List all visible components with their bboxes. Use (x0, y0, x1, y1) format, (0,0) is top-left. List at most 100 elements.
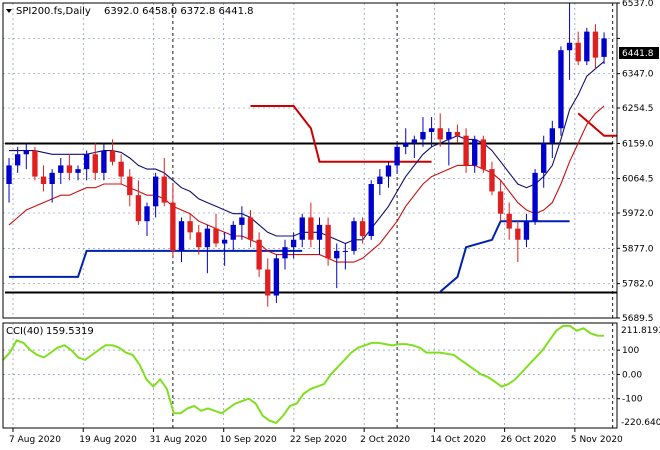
candle-body-54 (472, 139, 478, 166)
date-tick-label-6: 14 Oct 2020 (430, 435, 486, 445)
candle-body-35 (308, 217, 314, 240)
candle-body-67 (584, 31, 590, 62)
candle-58 (506, 202, 512, 240)
candle-26 (230, 221, 236, 251)
candle-1 (14, 146, 21, 173)
price-axis: 6537.0 6347.0 6254.5 6159.0 6064.5 5972.0 5877… (617, 0, 654, 324)
candle-body-44 (385, 165, 392, 177)
candle-33 (290, 232, 297, 259)
horizontal-levels (5, 142, 617, 294)
candle-10 (92, 143, 98, 181)
price-tick-label-7: 5877.0 (622, 244, 654, 254)
price-tick-label-6: 5972.0 (622, 209, 654, 219)
candle-20 (178, 217, 185, 263)
candle-67 (584, 27, 590, 66)
candle-body-56 (489, 169, 495, 192)
ohlc-header: 6392.0 6458.0 6372.8 6441.8 (104, 6, 254, 17)
candle-4 (40, 165, 47, 192)
candle-body-8 (75, 169, 81, 173)
candle-body-7 (66, 165, 73, 173)
support-step-line-1 (439, 220, 570, 293)
candle-body-0 (6, 165, 12, 185)
candle-body-2 (23, 150, 29, 155)
candle-12 (109, 139, 116, 166)
candle-46 (403, 128, 409, 155)
date-tick-label-7: 26 Oct 2020 (501, 435, 557, 445)
cci-tick-label-1: 0.00 (622, 370, 642, 380)
candle-24 (213, 213, 219, 248)
symbol-label: SPI200.fs,Daily (16, 6, 91, 17)
candle-17 (152, 172, 159, 218)
candle-body-5 (49, 172, 55, 185)
candle-69 (601, 32, 607, 65)
cci-bottom-value-label: -220.640 (621, 418, 660, 428)
candle-34 (299, 213, 305, 248)
candle-44 (385, 161, 392, 188)
candle-body-69 (601, 38, 607, 57)
price-tick-label-2: 6347.0 (622, 70, 654, 80)
candle-body-51 (446, 131, 452, 140)
candle-15 (135, 180, 142, 225)
current-price-box (619, 47, 659, 59)
candle-body-38 (334, 250, 340, 259)
candle-body-63 (549, 128, 555, 144)
candle-body-1 (14, 154, 21, 166)
candle-27 (239, 206, 245, 240)
candle-62 (541, 135, 547, 188)
candle-body-58 (506, 213, 512, 229)
date-tick-label-1: 19 Aug 2020 (79, 435, 137, 445)
candle-51 (446, 128, 452, 166)
candle-body-16 (144, 206, 150, 222)
candle-body-55 (480, 139, 487, 170)
step-lines (9, 105, 617, 293)
candle-body-57 (497, 191, 504, 214)
candle-8 (75, 165, 81, 181)
price-panel-frame (2, 2, 618, 319)
candle-42 (368, 180, 374, 240)
symbol-dropdown-icon[interactable] (6, 9, 12, 13)
candle-35 (308, 202, 314, 248)
moving-averages (8, 60, 605, 263)
candle-body-36 (316, 224, 323, 240)
candle-body-65 (566, 42, 573, 51)
candle-22 (196, 224, 202, 255)
candle-body-42 (368, 184, 374, 237)
candle-body-22 (196, 232, 202, 248)
candle-11 (101, 143, 107, 181)
candle-body-20 (178, 221, 185, 251)
candle-19 (170, 184, 176, 259)
candle-body-49 (428, 128, 435, 132)
candle-body-24 (213, 228, 219, 244)
candle-body-28 (247, 217, 254, 240)
candle-59 (515, 221, 521, 263)
support-step-line-0 (9, 249, 303, 278)
resistance-step-line-1 (577, 112, 617, 137)
candle-38 (334, 243, 340, 289)
candle-body-14 (127, 176, 133, 196)
candle-body-3 (32, 150, 38, 177)
candle-9 (83, 150, 90, 181)
price-tick-label-9: 5689.5 (622, 314, 654, 324)
date-tick-label-0: 7 Aug 2020 (9, 435, 61, 445)
candle-23 (204, 224, 211, 274)
candle-body-52 (454, 131, 461, 136)
candle-25 (221, 232, 228, 266)
candle-body-48 (420, 131, 426, 140)
candle-48 (420, 117, 426, 147)
candle-body-18 (161, 176, 167, 203)
candle-5 (49, 169, 55, 203)
candle-body-47 (411, 139, 418, 144)
candle-14 (127, 169, 133, 207)
price-tick-label-3: 6254.5 (622, 104, 654, 114)
candle-body-33 (290, 239, 297, 248)
cci-panel-frame (2, 322, 618, 429)
candle-64 (558, 46, 564, 136)
cci-tick-label-2: -100 (622, 395, 643, 405)
candle-13 (118, 154, 124, 185)
date-tick-label-5: 2 Oct 2020 (360, 435, 410, 445)
candle-18 (161, 157, 167, 207)
candles (6, 3, 607, 307)
candle-body-62 (541, 143, 547, 173)
candle-body-59 (515, 228, 521, 240)
